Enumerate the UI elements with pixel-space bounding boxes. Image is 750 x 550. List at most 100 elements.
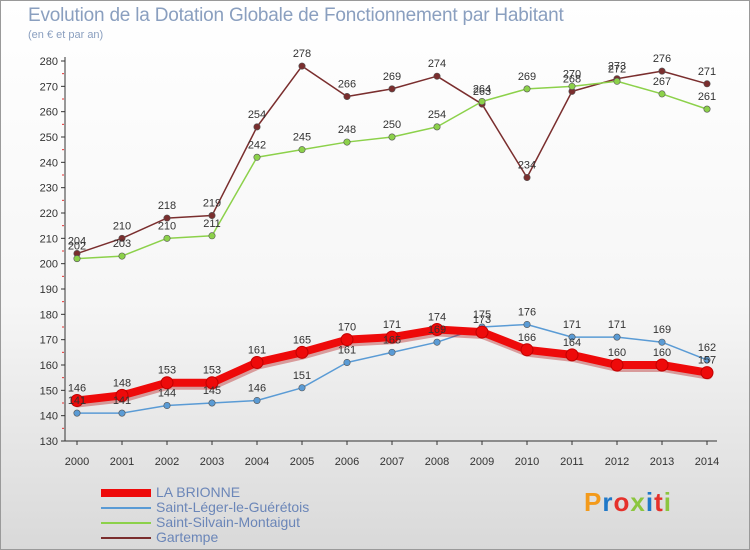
data-point [703, 80, 711, 88]
data-point [655, 358, 669, 372]
data-label: 211 [203, 218, 221, 230]
data-label: 234 [518, 160, 536, 172]
data-label: 248 [338, 124, 356, 136]
data-label: 203 [113, 238, 131, 250]
data-point [253, 396, 261, 404]
data-point [115, 388, 129, 402]
y-tick-label: 140 [40, 411, 58, 423]
data-label: 268 [563, 73, 581, 85]
x-tick-label: 2005 [290, 456, 314, 468]
data-point [613, 77, 621, 85]
data-point [658, 338, 666, 346]
data-label: 264 [473, 84, 491, 96]
data-point [253, 153, 261, 161]
y-tick-label: 210 [40, 233, 58, 245]
y-tick-label: 260 [40, 107, 58, 119]
data-point [298, 146, 306, 154]
data-point [433, 338, 441, 346]
data-point [388, 85, 396, 93]
data-point [118, 252, 126, 260]
data-point [343, 92, 351, 100]
data-point [295, 345, 309, 359]
data-label: 271 [698, 66, 716, 78]
data-label: 254 [248, 109, 266, 121]
data-point [523, 174, 531, 182]
data-label: 276 [653, 53, 671, 65]
y-tick-label: 160 [40, 360, 58, 372]
data-point [160, 376, 174, 390]
data-label: 175 [473, 309, 491, 321]
data-label: 210 [113, 220, 131, 232]
chart-title: Evolution de la Dotation Globale de Fonc… [28, 5, 564, 26]
data-point [340, 333, 354, 347]
data-point [388, 348, 396, 356]
data-label: 145 [203, 385, 221, 397]
legend-label-saint-leger: Saint-Léger-le-Guérétois [156, 499, 310, 515]
data-label: 171 [383, 319, 401, 331]
x-tick-label: 2000 [65, 456, 89, 468]
data-label: 242 [248, 139, 266, 151]
data-point [253, 123, 261, 131]
data-label: 169 [428, 324, 446, 336]
data-label: 245 [293, 132, 311, 144]
x-tick-label: 2002 [155, 456, 179, 468]
y-tick-label: 250 [40, 132, 58, 144]
logo-letter: P [584, 487, 603, 517]
data-point [163, 214, 171, 222]
y-tick-label: 270 [40, 81, 58, 93]
legend-label-gartempe: Gartempe [156, 529, 219, 545]
data-label: 250 [383, 119, 401, 131]
data-label: 169 [653, 324, 671, 336]
data-point [205, 376, 219, 390]
data-point [118, 409, 126, 417]
data-point [700, 366, 714, 380]
data-label: 219 [203, 198, 221, 210]
data-point [430, 323, 444, 337]
data-point [73, 409, 81, 417]
data-point [658, 67, 666, 75]
legend-swatch-gartempe [101, 537, 151, 539]
data-point [433, 123, 441, 131]
data-point [658, 90, 666, 98]
data-point [523, 320, 531, 328]
y-tick-label: 170 [40, 335, 58, 347]
data-label: 174 [428, 312, 446, 324]
y-tick-label: 130 [40, 436, 58, 448]
data-label: 165 [383, 334, 401, 346]
data-label: 173 [473, 314, 491, 326]
x-tick-label: 2014 [695, 456, 719, 468]
data-point [343, 138, 351, 146]
x-tick-label: 2007 [380, 456, 404, 468]
legend-swatch-la-brionne [101, 489, 151, 497]
data-point [70, 393, 84, 407]
x-tick-label: 2012 [605, 456, 629, 468]
data-point [208, 212, 216, 220]
data-point [610, 358, 624, 372]
data-label: 254 [428, 109, 446, 121]
y-tick-label: 220 [40, 208, 58, 220]
data-point [118, 234, 126, 242]
x-tick-label: 2008 [425, 456, 449, 468]
logo-letter: x [630, 487, 646, 517]
logo-letter: i [663, 487, 672, 517]
data-label: 164 [563, 337, 581, 349]
chart-subtitle: (en € et par an) [28, 29, 104, 41]
data-point [568, 82, 576, 90]
data-label: 202 [68, 241, 86, 253]
x-tick-label: 2001 [110, 456, 134, 468]
y-tick-label: 240 [40, 157, 58, 169]
x-tick-label: 2011 [560, 456, 584, 468]
y-tick-label: 150 [40, 385, 58, 397]
data-point [568, 333, 576, 341]
x-tick-label: 2013 [650, 456, 674, 468]
data-label: 141 [113, 395, 131, 407]
data-label: 148 [113, 377, 131, 389]
data-point [703, 105, 711, 113]
data-point [385, 330, 399, 344]
data-label: 144 [158, 388, 176, 400]
x-tick-label: 2003 [200, 456, 224, 468]
data-label: 274 [428, 58, 446, 70]
data-point [478, 98, 486, 106]
logo-letter: t [654, 487, 664, 517]
